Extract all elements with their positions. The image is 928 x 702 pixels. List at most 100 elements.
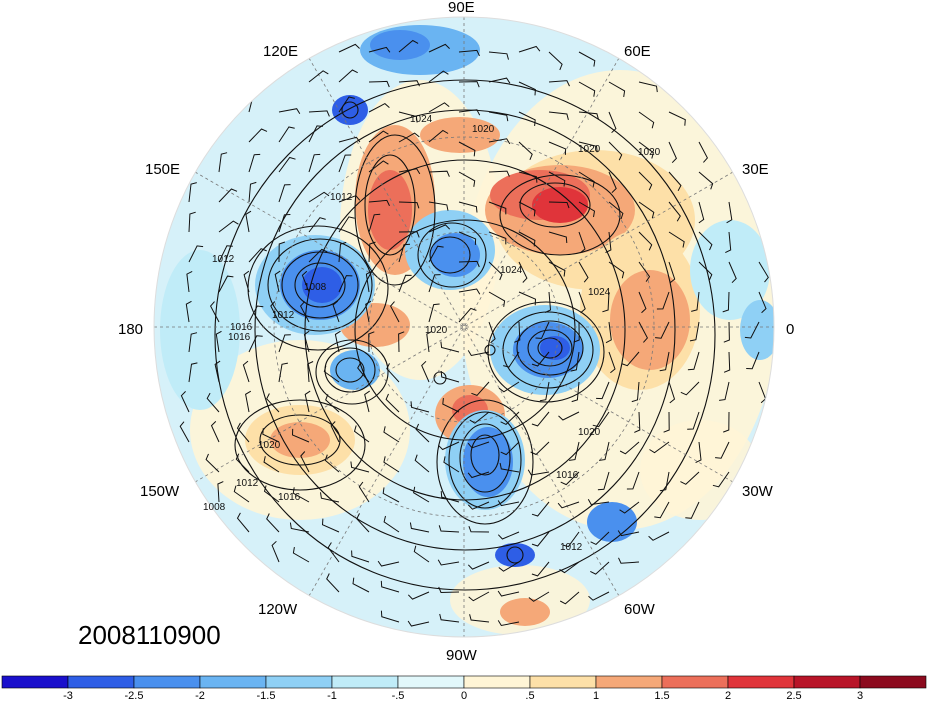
wind-barb <box>438 525 460 533</box>
wind-barb <box>559 561 580 574</box>
colorbar-tick-label: 2 <box>725 690 731 702</box>
wind-barb <box>578 111 599 120</box>
wind-barb <box>438 586 460 594</box>
wind-barb <box>180 391 190 413</box>
wind-barb <box>758 291 767 314</box>
colorbar-tick-label: 0 <box>461 690 467 702</box>
wind-barb <box>338 195 361 203</box>
wind-barb <box>352 577 370 593</box>
wind-barb <box>608 351 616 374</box>
wind-barb <box>605 321 612 344</box>
wind-barb <box>587 498 610 506</box>
wind-barb <box>308 191 330 203</box>
wind-barb <box>382 487 400 503</box>
wind-barb <box>578 141 598 153</box>
wind-barb <box>638 171 653 191</box>
colorbar: -3 -2.5 -2 -1.5 -1 -.5 0 .5 1 1.5 2 2.5 3 <box>1 675 927 702</box>
wind-barb <box>278 126 295 143</box>
wind-barb <box>617 530 640 537</box>
wind-barb <box>398 274 412 293</box>
wind-barb <box>233 485 250 503</box>
wind-barb <box>578 261 589 283</box>
wind-barb <box>248 128 268 143</box>
wind-barb <box>278 108 301 115</box>
wind-barb <box>338 241 347 263</box>
wind-barb <box>368 80 390 88</box>
wind-barb <box>368 130 389 143</box>
wind-barb <box>557 501 580 509</box>
lon-label-60w: 60W <box>624 601 656 618</box>
wind-barb <box>407 620 430 627</box>
wind-barb <box>338 96 355 113</box>
wind-barb <box>467 441 490 449</box>
wind-barb <box>350 461 370 473</box>
wind-barb <box>458 201 478 213</box>
wind-barb <box>398 331 405 353</box>
wind-barb <box>498 561 520 572</box>
isobar-label: 1024 <box>588 287 611 298</box>
wind-barb <box>428 224 451 233</box>
wind-barb <box>358 481 370 503</box>
wind-barb <box>320 492 340 503</box>
wind-barb <box>443 456 460 473</box>
wind-barb <box>377 560 400 567</box>
wind-barb <box>668 381 676 404</box>
isobar-layer <box>214 79 716 591</box>
wind-barb <box>300 451 310 473</box>
wind-barb <box>245 390 252 413</box>
wind-barb <box>308 248 328 263</box>
wind-barb <box>469 614 490 623</box>
wind-barb <box>364 390 370 413</box>
wind-barb <box>206 392 220 413</box>
wind-barb <box>599 441 610 461</box>
wind-barb <box>746 351 760 370</box>
wind-barb <box>488 231 507 245</box>
wind-barb <box>626 471 640 490</box>
wind-barb <box>659 351 670 372</box>
wind-barb <box>698 201 705 224</box>
wind-barb <box>500 411 520 426</box>
wind-barb <box>428 245 444 263</box>
wind-barb <box>368 241 376 263</box>
wind-barb <box>235 453 250 473</box>
wind-barb <box>558 411 580 421</box>
wind-barb <box>655 321 670 339</box>
wind-barb <box>590 531 610 546</box>
wind-barb <box>368 213 381 233</box>
wind-barb <box>278 362 288 383</box>
wind-barb <box>728 261 737 284</box>
wind-barb <box>698 231 713 251</box>
wind-barb <box>562 531 580 548</box>
wind-barb <box>531 561 550 577</box>
wind-barb <box>621 351 640 367</box>
wind-barb <box>323 365 340 383</box>
wind-barb <box>338 154 352 173</box>
colorbar-tick-label: -2.5 <box>125 690 144 702</box>
isobar-labels: 1024 1020 1020 1024 1024 1020 1020 1016 … <box>203 114 661 553</box>
wind-barb <box>518 231 536 247</box>
wind-barb <box>578 291 586 314</box>
wind-barb <box>308 153 321 173</box>
isobar-label: 1008 <box>203 502 226 513</box>
isobar-label: 1012 <box>272 310 295 321</box>
wind-barb <box>365 300 372 323</box>
wind-barb <box>380 610 400 623</box>
map-border <box>153 16 775 638</box>
wind-barb <box>668 111 686 126</box>
colorbar-swatch <box>133 675 201 689</box>
wind-barb <box>689 321 700 342</box>
wind-barb <box>458 171 476 187</box>
wind-barb <box>458 109 481 116</box>
wind-barb <box>578 51 596 67</box>
wind-barb <box>726 201 733 224</box>
wind-barb <box>608 81 626 97</box>
colorbar-tick-label: -1 <box>327 690 337 702</box>
wind-barb <box>214 360 221 383</box>
wind-barb <box>695 441 702 464</box>
wind-barb <box>188 332 198 353</box>
wind-barb <box>544 291 552 313</box>
wind-barb <box>338 43 360 53</box>
wind-barb <box>560 471 580 486</box>
wind-barb <box>548 141 567 155</box>
wind-barb <box>263 485 280 503</box>
